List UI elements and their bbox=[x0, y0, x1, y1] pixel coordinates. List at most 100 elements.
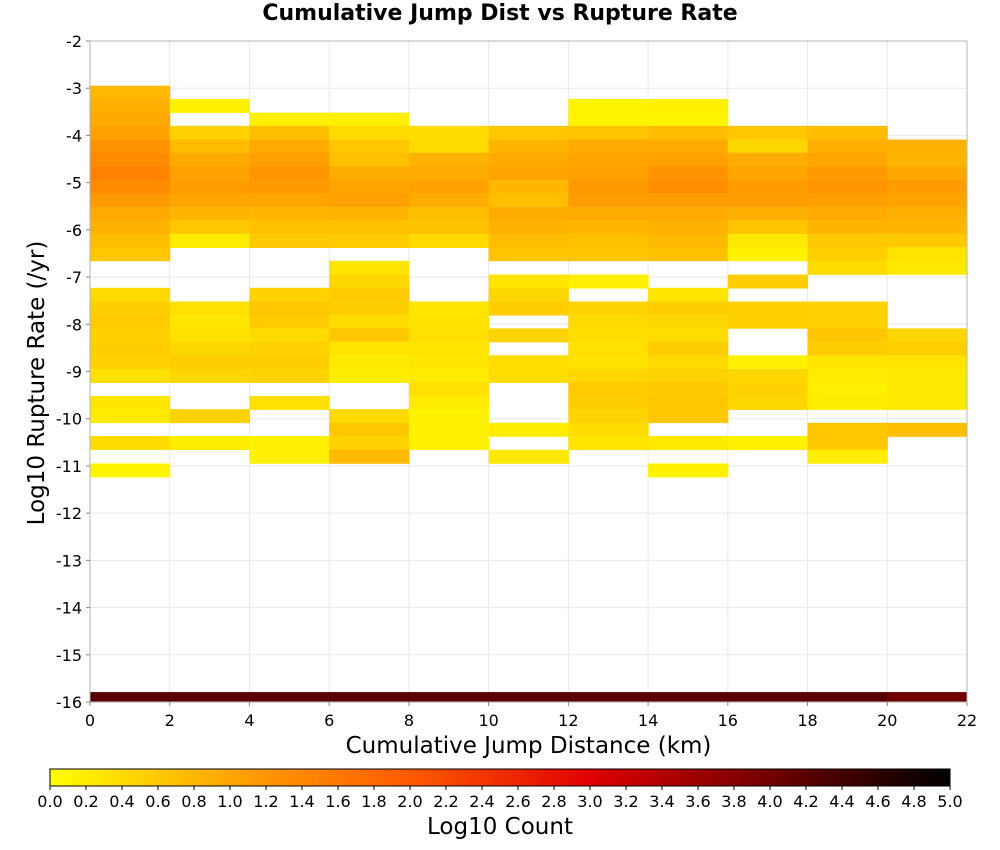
heatmap-cell bbox=[408, 314, 490, 329]
heatmap-cell bbox=[408, 207, 490, 222]
heatmap-cell bbox=[807, 247, 888, 262]
heatmap-cell bbox=[648, 692, 729, 702]
y-tick-label: -7 bbox=[66, 268, 82, 287]
heatmap-cell bbox=[329, 692, 410, 702]
heatmap-cell bbox=[727, 125, 809, 140]
heatmap-cell bbox=[90, 369, 171, 383]
heatmap-cell bbox=[90, 193, 171, 208]
heatmap-cell bbox=[648, 287, 729, 302]
x-tick-label: 8 bbox=[404, 711, 414, 730]
heatmap-cell bbox=[169, 98, 250, 113]
heatmap-cell bbox=[887, 369, 968, 383]
heatmap-cell bbox=[807, 301, 888, 316]
heatmap-cell bbox=[887, 152, 968, 167]
heatmap-cell bbox=[169, 328, 250, 343]
x-tick-label: 22 bbox=[957, 711, 977, 730]
heatmap-cell bbox=[568, 233, 649, 248]
chart-title: Cumulative Jump Dist vs Rupture Rate bbox=[262, 1, 738, 26]
heatmap-cell bbox=[90, 152, 171, 167]
heatmap-cell bbox=[90, 166, 171, 181]
heatmap-cell bbox=[727, 139, 809, 154]
heatmap-cell bbox=[408, 220, 490, 235]
heatmap-cell bbox=[249, 328, 330, 343]
heatmap-cell bbox=[807, 369, 888, 383]
heatmap-cell bbox=[488, 274, 569, 289]
heatmap-cell bbox=[90, 328, 171, 343]
heatmap-cell bbox=[887, 166, 968, 181]
heatmap-cell bbox=[887, 260, 968, 275]
heatmap-cell bbox=[727, 247, 809, 262]
colorbar-ticks: 0.0 0.2 0.4 0.6 0.8 1.0 1.2 1.4 1.6 1.8 2.0 2.2 2.4 2… bbox=[37, 786, 963, 811]
heatmap-cell bbox=[568, 422, 649, 437]
heatmap-cell bbox=[887, 233, 968, 248]
heatmap-cell bbox=[90, 395, 171, 410]
heatmap-cell bbox=[90, 301, 171, 316]
heatmap-cell bbox=[329, 139, 410, 154]
heatmap-cell bbox=[169, 166, 250, 181]
heatmap-cell bbox=[807, 314, 888, 329]
heatmap-cell bbox=[329, 207, 410, 222]
x-tick-label: 6 bbox=[324, 711, 334, 730]
y-tick-label: -12 bbox=[56, 504, 82, 523]
heatmap-cell bbox=[249, 369, 330, 383]
heatmap-cell bbox=[169, 220, 250, 235]
colorbar-tick-label: 1.4 bbox=[289, 792, 314, 811]
heatmap-cell bbox=[329, 328, 410, 343]
heatmap-cell bbox=[807, 436, 888, 451]
heatmap-cell bbox=[488, 692, 569, 702]
heatmap-cell bbox=[329, 166, 410, 181]
heatmap-cell bbox=[727, 166, 809, 181]
heatmap-cell bbox=[169, 314, 250, 329]
heatmap-cell bbox=[807, 139, 888, 154]
heatmap-cell bbox=[727, 314, 809, 329]
heatmap-cell bbox=[249, 233, 330, 248]
heatmap-cell bbox=[887, 220, 968, 235]
heatmap-cell bbox=[329, 180, 410, 195]
heatmap-cell bbox=[169, 301, 250, 316]
heatmap-cell bbox=[807, 152, 888, 167]
colorbar-tick-label: 4.2 bbox=[793, 792, 818, 811]
heatmap-cell bbox=[249, 436, 330, 451]
heatmap-cell bbox=[249, 180, 330, 195]
heatmap-cell bbox=[90, 139, 171, 154]
heatmap-cell bbox=[568, 180, 649, 195]
heatmap-cell bbox=[408, 301, 490, 316]
y-tick-label: -16 bbox=[56, 693, 82, 712]
y-tick-label: -8 bbox=[66, 315, 82, 334]
heatmap-cell bbox=[90, 180, 171, 195]
heatmap-cells bbox=[90, 85, 968, 702]
heatmap-cell bbox=[807, 220, 888, 235]
heatmap-cell bbox=[408, 422, 490, 437]
heatmap-cell bbox=[488, 193, 569, 208]
y-tick-label: -3 bbox=[66, 79, 82, 98]
heatmap-cell bbox=[568, 355, 649, 370]
heatmap-cell bbox=[249, 220, 330, 235]
heatmap-cell bbox=[90, 692, 171, 702]
heatmap-cell bbox=[727, 369, 809, 383]
heatmap-cell bbox=[488, 139, 569, 154]
heatmap-cell bbox=[169, 355, 250, 370]
heatmap-cell bbox=[408, 328, 490, 343]
colorbar-tick-label: 2.0 bbox=[397, 792, 422, 811]
y-tick-label: -2 bbox=[66, 32, 82, 51]
heatmap-cell bbox=[568, 395, 649, 410]
heatmap-cell bbox=[488, 287, 569, 302]
heatmap-cell bbox=[648, 382, 729, 397]
heatmap-cell bbox=[568, 314, 649, 329]
heatmap-cell bbox=[90, 409, 171, 424]
heatmap-cell bbox=[648, 369, 729, 383]
heatmap-cell bbox=[568, 220, 649, 235]
heatmap-cell bbox=[249, 355, 330, 370]
heatmap-cell bbox=[648, 409, 729, 424]
colorbar-tick-label: 3.2 bbox=[613, 792, 638, 811]
heatmap-cell bbox=[807, 180, 888, 195]
heatmap-cell bbox=[169, 207, 250, 222]
heatmap-cell bbox=[887, 422, 968, 437]
colorbar-tick-label: 4.6 bbox=[865, 792, 890, 811]
heatmap-cell bbox=[727, 355, 809, 370]
heatmap-cell bbox=[329, 449, 410, 464]
heatmap-cell bbox=[488, 166, 569, 181]
heatmap-cell bbox=[90, 341, 171, 356]
heatmap-cell bbox=[408, 152, 490, 167]
heatmap-cell bbox=[90, 98, 171, 113]
